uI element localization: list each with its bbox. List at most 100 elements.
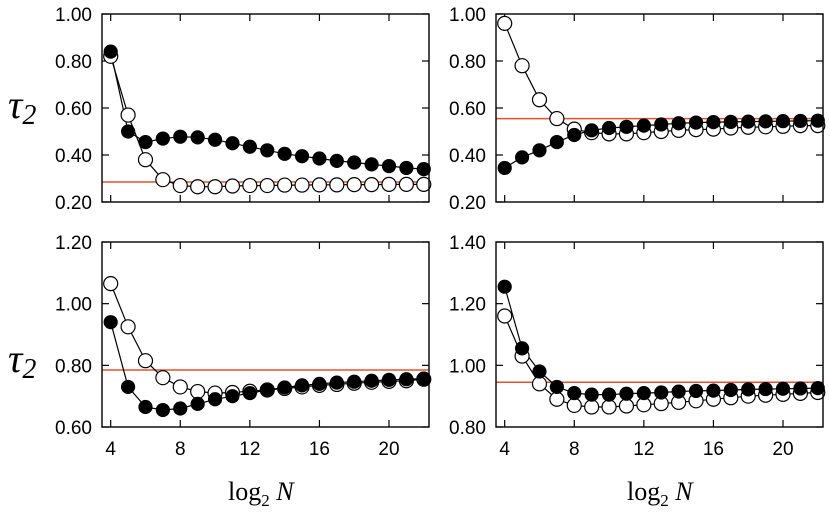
filled-point (416, 162, 431, 177)
filled-point (329, 375, 344, 390)
filled-point (549, 134, 564, 150)
filled-point (688, 115, 704, 130)
xlabel-left-sub: 2 (261, 491, 270, 510)
ytick-label: 0.40 (55, 146, 92, 167)
filled-point (173, 129, 188, 144)
filled-point (793, 381, 808, 396)
open-point (497, 15, 513, 31)
filled-point (532, 364, 547, 379)
filled-point (207, 392, 223, 407)
filled-point (103, 315, 118, 330)
panel-bottom-left: 0.60 0.80 1.00 1.20 4 8 12 16 20 (55, 233, 432, 460)
open-point (137, 353, 154, 369)
filled-point (567, 127, 582, 143)
filled-point (399, 372, 414, 387)
panel-top-left: 0.20 0.40 0.60 0.80 1.00 (55, 5, 432, 214)
open-point (155, 370, 171, 386)
filled-point (497, 279, 512, 294)
open-point (137, 152, 154, 168)
open-point (531, 92, 548, 108)
open-point (190, 383, 206, 400)
filled-point (671, 116, 686, 131)
open-point (381, 176, 397, 192)
xlabel-right-var: N (669, 477, 695, 506)
filled-point (601, 387, 617, 402)
open-point (259, 177, 275, 194)
xtick-label: 16 (309, 439, 330, 460)
open-point (566, 397, 582, 414)
open-point (103, 276, 119, 292)
filled-point (810, 381, 825, 396)
filled-point (567, 385, 582, 401)
open-point (294, 177, 310, 193)
open-point (311, 177, 328, 193)
filled-point (260, 143, 275, 158)
ytick-label: 0.60 (55, 99, 92, 120)
open-point (346, 177, 362, 193)
filled-point (416, 371, 431, 386)
open-point (531, 376, 548, 392)
filled-point (138, 134, 153, 150)
ytick-label: 1.20 (55, 233, 92, 254)
open-point (120, 107, 136, 123)
open-point (120, 319, 136, 335)
filled-point (775, 381, 791, 396)
open-point (242, 177, 258, 194)
filled-point (654, 117, 669, 132)
xlabel-right-sub: 2 (660, 491, 669, 510)
ylabel-bottom-main: τ (8, 336, 24, 381)
ylabel-top-sub: 2 (22, 100, 36, 131)
panel-bottom-right: 0.80 1.00 1.20 1.40 4 8 12 16 20 (449, 233, 826, 460)
ytick-label: 0.80 (55, 356, 92, 377)
open-point (172, 177, 188, 194)
filled-point (758, 114, 773, 129)
xtick-label: 4 (499, 439, 510, 460)
filled-point (364, 373, 379, 388)
open-point (207, 179, 223, 195)
open-point (618, 398, 635, 414)
open-point (224, 178, 241, 194)
filled-point (584, 123, 599, 138)
filled-point (120, 124, 136, 139)
filled-point (329, 153, 344, 168)
filled-point (514, 341, 530, 356)
open-point (190, 179, 206, 195)
filled-point (207, 132, 223, 147)
ytick-label: 0.60 (55, 418, 92, 439)
filled-point (277, 146, 292, 161)
filled-point (619, 119, 634, 134)
xtick-label: 4 (105, 439, 116, 460)
plot-frame (101, 241, 430, 428)
filled-point (381, 158, 397, 174)
open-point (416, 176, 432, 192)
xlabel-left-var: N (270, 477, 296, 506)
filled-point (399, 160, 414, 176)
filled-point (225, 389, 240, 404)
ylabel-top: τ2 (8, 82, 36, 131)
open-point (172, 379, 188, 395)
filled-point (103, 44, 118, 59)
filled-point (155, 402, 170, 418)
filled-point (190, 130, 205, 145)
filled-point (741, 114, 756, 129)
filled-point (294, 149, 310, 164)
xtick-label: 12 (239, 439, 260, 460)
filled-point (497, 160, 512, 176)
filled-point (120, 379, 136, 395)
ytick-label: 0.80 (449, 418, 486, 439)
open-point (364, 177, 380, 193)
filled-point (347, 155, 362, 170)
ytick-label: 1.00 (55, 295, 92, 316)
ytick-label: 1.20 (449, 295, 486, 316)
filled-point (260, 382, 275, 398)
filled-point (242, 385, 257, 401)
filled-point (636, 385, 651, 401)
filled-point (688, 383, 704, 399)
xtick-label: 20 (772, 439, 793, 460)
ytick-label: 1.00 (449, 356, 486, 377)
xlabel-right: log2 N (627, 477, 694, 510)
open-point (549, 110, 565, 127)
ytick-label: 0.40 (449, 146, 486, 167)
filled-point (190, 396, 205, 411)
